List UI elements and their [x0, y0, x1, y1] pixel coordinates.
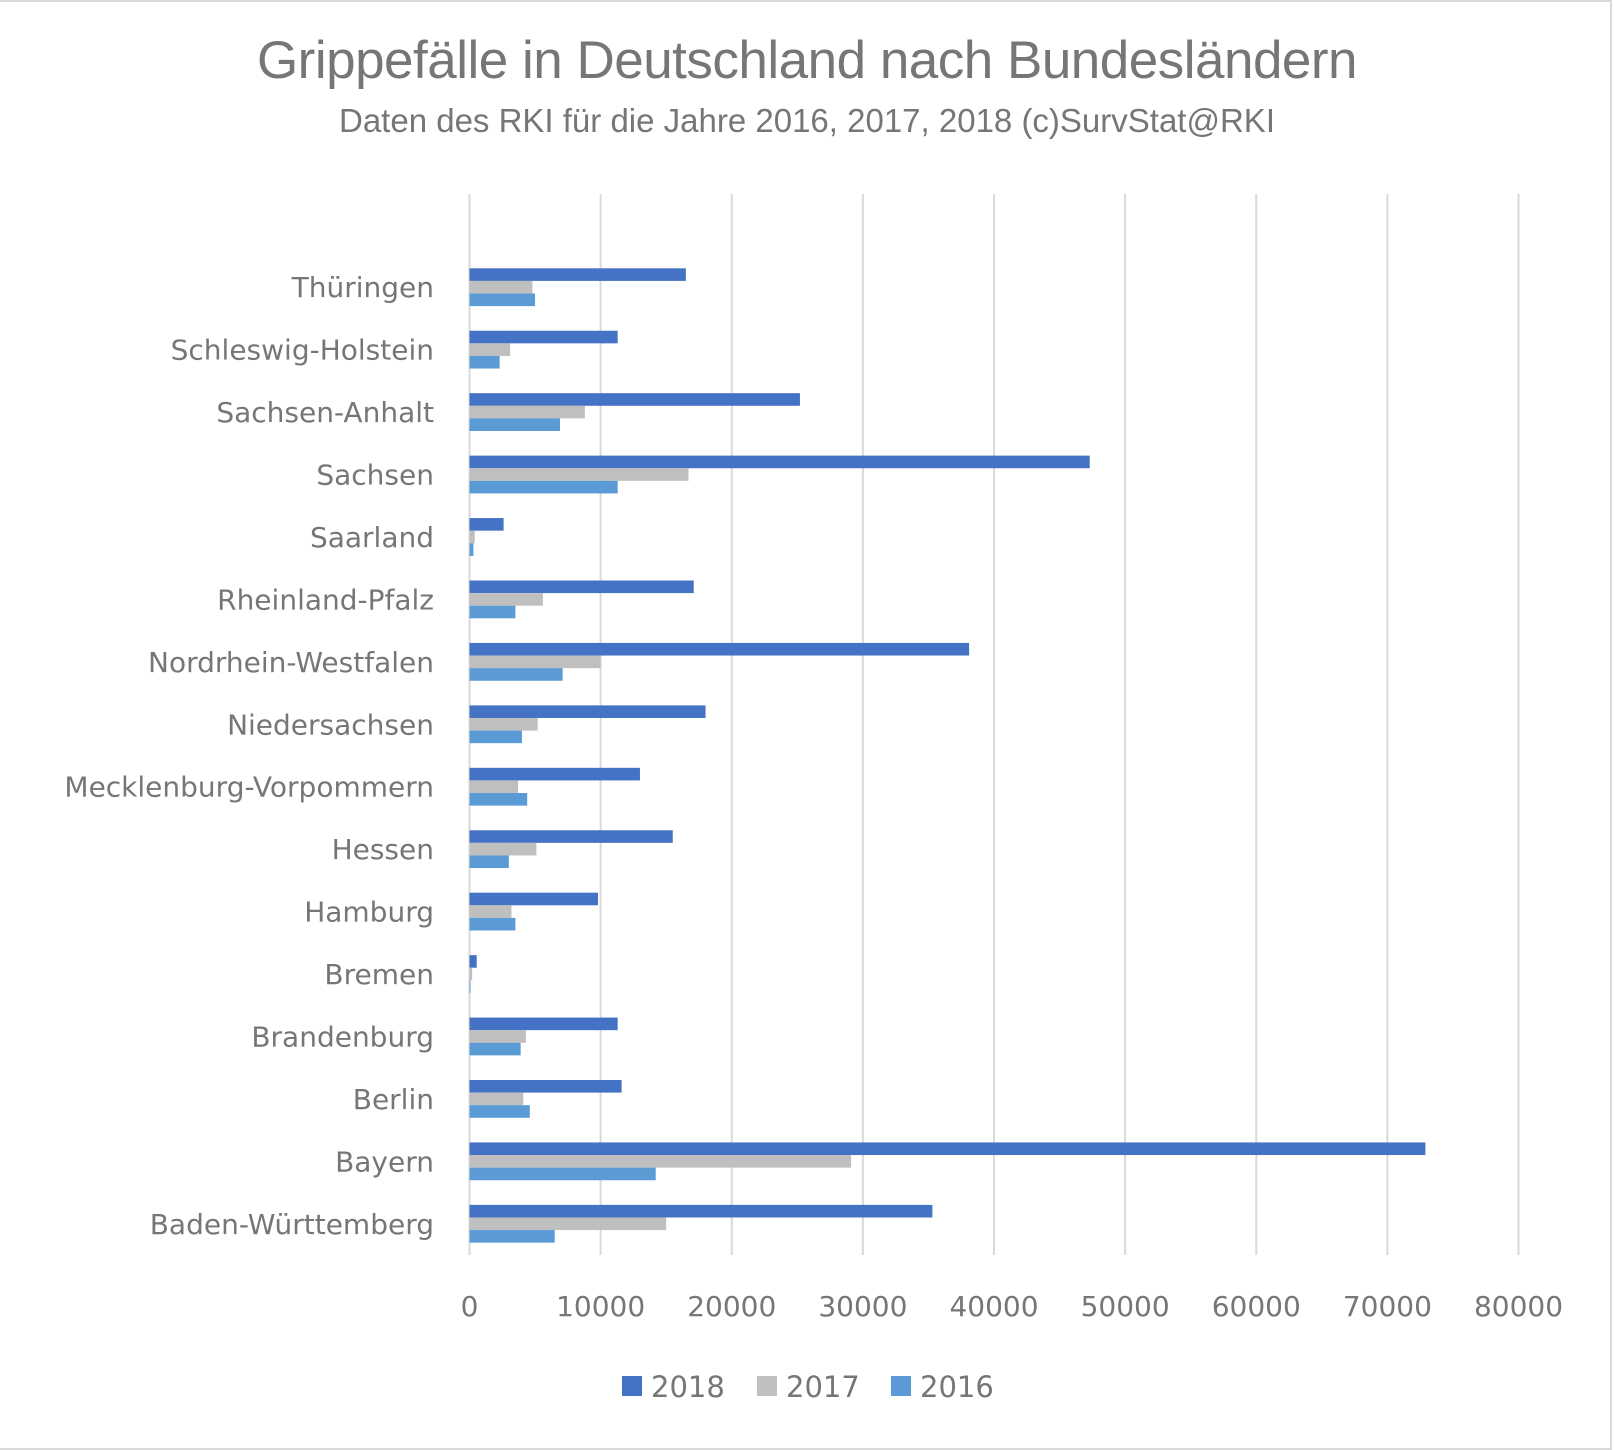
- legend-swatch-2018: [622, 1376, 642, 1396]
- legend-swatch-2016: [891, 1376, 911, 1396]
- category-label: Sachsen-Anhalt: [216, 396, 434, 429]
- gridlines: [468, 194, 1520, 1255]
- legend-label: 2016: [920, 1370, 994, 1404]
- bar-2017: [469, 1092, 524, 1106]
- chart-title: Grippefälle in Deutschland nach Bundeslä…: [256, 31, 1358, 90]
- category-label: Schleswig-Holstein: [171, 334, 434, 367]
- chart-subtitle: Daten des RKI für die Jahre 2016, 2017, …: [338, 102, 1275, 139]
- bar-2018: [469, 955, 477, 968]
- x-tick-label: 60000: [1212, 1290, 1301, 1323]
- bar-2017: [469, 967, 473, 981]
- bar-2017: [469, 468, 689, 481]
- bar-2017: [469, 593, 543, 606]
- bar-2017: [469, 280, 533, 294]
- bar-2017: [469, 1030, 526, 1043]
- bar-2016: [469, 668, 563, 681]
- bar-2016: [469, 1230, 555, 1243]
- bar-2016: [469, 418, 560, 431]
- bar-2016: [469, 917, 516, 931]
- category-label: Bremen: [324, 958, 434, 991]
- category-labels: Thüringen Schleswig-Holstein Sachsen-Anhal…: [64, 271, 434, 1241]
- bar-2018: [469, 892, 599, 906]
- x-tick-label: 10000: [556, 1290, 645, 1323]
- category-label: Niedersachsen: [227, 708, 434, 741]
- bar-2018: [469, 1204, 933, 1218]
- bar-2016: [469, 480, 618, 494]
- bar-2018: [469, 580, 694, 594]
- bar-2017: [469, 530, 475, 544]
- bar-2018: [469, 330, 618, 344]
- x-tick-label: 50000: [1081, 1290, 1170, 1323]
- x-tick-label: 40000: [949, 1290, 1038, 1323]
- x-tick-label: 0: [461, 1290, 479, 1323]
- category-label: Sachsen: [316, 459, 434, 492]
- category-label: Hessen: [332, 833, 434, 866]
- category-label: Hamburg: [304, 896, 434, 929]
- legend-label: 2017: [786, 1370, 860, 1404]
- bar-2016: [469, 605, 516, 619]
- category-label: Bayern: [335, 1145, 434, 1178]
- bar-2016: [469, 293, 536, 307]
- bar-2016: [469, 793, 528, 806]
- bar-2018: [469, 1080, 622, 1093]
- category-label: Thüringen: [291, 271, 434, 304]
- bar-2016: [469, 730, 522, 744]
- bar-2017: [469, 842, 537, 856]
- x-tick-label: 20000: [687, 1290, 776, 1323]
- bar-2018: [469, 268, 686, 281]
- category-label: Rheinland-Pfalz: [217, 583, 434, 616]
- bar-2018: [469, 1017, 618, 1031]
- legend-label: 2018: [651, 1370, 725, 1404]
- bar-2018: [469, 705, 706, 718]
- bar-2018: [469, 642, 970, 656]
- bar-2017: [469, 717, 538, 731]
- x-tick-label: 30000: [818, 1290, 907, 1323]
- bar-2017: [469, 343, 511, 356]
- bar-2016: [469, 355, 500, 369]
- bar-2017: [469, 405, 585, 419]
- bar-2018: [469, 767, 640, 781]
- category-label: Brandenburg: [251, 1020, 434, 1053]
- x-tick-label: 70000: [1343, 1290, 1432, 1323]
- bar-2016: [469, 980, 471, 993]
- bar-2016: [469, 1105, 530, 1118]
- x-axis-tick-labels: 0 10000 20000 30000 40000 50000 60000 70000 8000…: [461, 1290, 1563, 1323]
- bar-2016: [469, 543, 474, 556]
- category-label: Nordrhein-Westfalen: [148, 646, 434, 679]
- legend: 2018 2017 2016: [622, 1370, 994, 1404]
- bar-2017: [469, 1155, 852, 1168]
- bar-2017: [469, 905, 512, 918]
- bar-2016: [469, 855, 509, 869]
- bar-2017: [469, 1217, 667, 1231]
- category-label: Baden-Württemberg: [150, 1208, 434, 1241]
- bar-2018: [469, 393, 800, 406]
- bar-2018: [469, 830, 673, 843]
- bar-2016: [469, 1167, 656, 1181]
- legend-swatch-2017: [757, 1376, 777, 1396]
- bar-2017: [469, 780, 519, 794]
- bar-2018: [469, 1142, 1426, 1156]
- bars: [469, 268, 1426, 1243]
- x-tick-label: 80000: [1474, 1290, 1563, 1323]
- category-label: Berlin: [353, 1083, 434, 1116]
- bar-2017: [469, 655, 601, 669]
- bar-2018: [469, 455, 1090, 469]
- bar-2016: [469, 1042, 521, 1056]
- category-label: Saarland: [310, 521, 434, 554]
- category-label: Mecklenburg-Vorpommern: [64, 771, 434, 804]
- bar-2018: [469, 518, 504, 531]
